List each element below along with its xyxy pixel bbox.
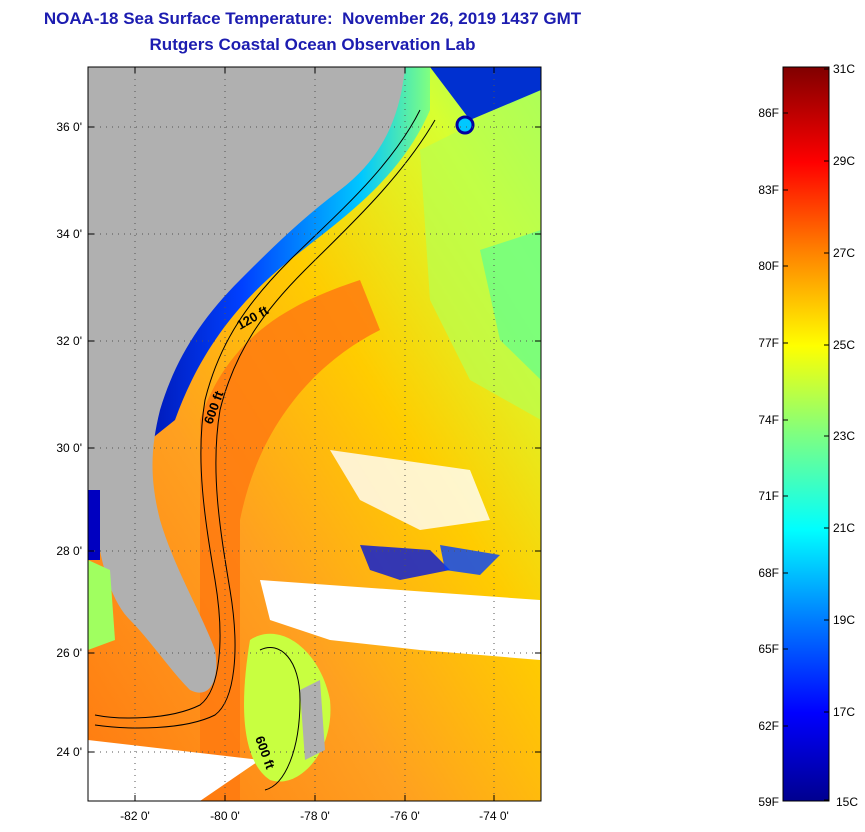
colorbar-label-f: 86F [758,106,779,120]
lat-label: 34 0' [56,227,82,241]
gulf-stream [200,280,380,801]
colorbar-label-c: 27C [833,246,855,260]
colorbar-label-f: 65F [758,642,779,656]
colorbar-label-c: 23C [833,429,855,443]
cold-water-patch [88,490,100,560]
colorbar-label-c: 21C [833,521,855,535]
colorbar-ticks [783,68,829,801]
contour-600ft-bahamas [259,647,301,791]
contour-120ft [94,109,421,719]
lat-label: 32 0' [56,334,82,348]
lat-label: 36 0' [56,120,82,134]
colorbar-label-c: 29C [833,154,855,168]
land-mass [88,67,405,693]
lat-label: 26 0' [56,646,82,660]
lat-label: 30 0' [56,441,82,455]
cool-water-patch [480,230,541,380]
colorbar-label-f: 62F [758,719,779,733]
lat-label: 28 0' [56,544,82,558]
lon-label: -80 0' [210,809,240,823]
axis-ticks [88,67,541,801]
eddy [455,115,475,135]
coastal-cold-water [430,67,541,120]
colorbar-label-f: 77F [758,336,779,350]
cloud-cover [330,450,490,530]
colorbar [782,66,830,802]
lon-label: -78 0' [300,809,330,823]
colorbar-label-f: 83F [758,183,779,197]
cold-eddy [440,545,500,575]
colorbar-label-c: 25C [833,338,855,352]
map-subtitle: Rutgers Coastal Ocean Observation Lab [149,35,476,54]
colorbar-label-c: 15C [836,795,858,809]
colorbar-label-f: 59F [758,795,779,809]
contour-600ft [94,119,436,729]
lat-lon-grid [88,67,541,801]
colorbar-label-c: 19C [833,613,855,627]
map-title: NOAA-18 Sea Surface Temperature: Novembe… [43,9,582,28]
colorbar-label-f: 71F [758,489,779,503]
lon-label: -76 0' [390,809,420,823]
lat-label: 24 0' [56,745,82,759]
colorbar-label-f: 80F [758,259,779,273]
colorbar-label-c: 31C [833,62,855,76]
colorbar-label-c: 17C [833,705,855,719]
shelf-water [88,560,115,650]
colorbar-label-f: 68F [758,566,779,580]
island [300,680,325,760]
cloud-cover [260,580,540,660]
lon-label: -82 0' [120,809,150,823]
cloud-cover [88,740,260,801]
lon-label: -74 0' [479,809,509,823]
cold-eddy [360,545,450,580]
colorbar-label-f: 74F [758,413,779,427]
